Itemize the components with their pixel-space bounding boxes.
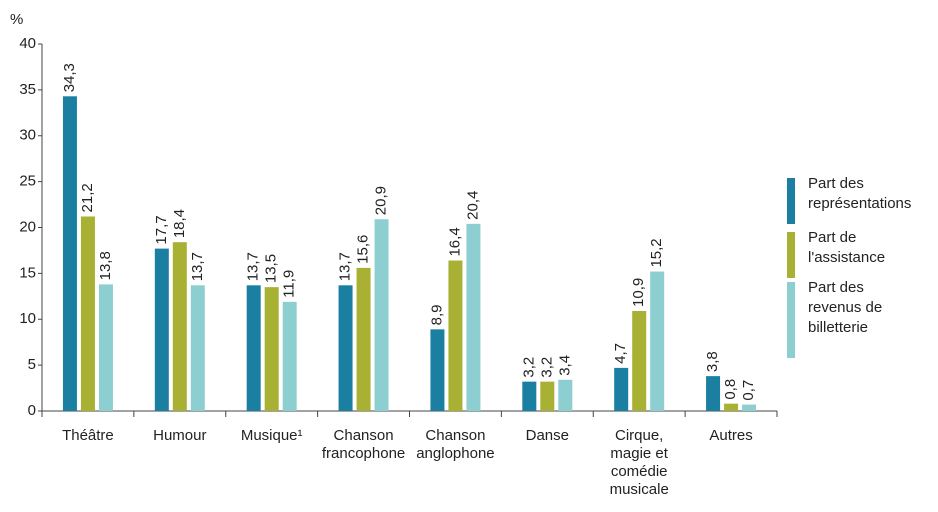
- value-label: 11,9: [281, 270, 298, 298]
- bar: [98, 284, 113, 411]
- bar: [430, 329, 445, 411]
- x-tick-label: Chanson francophone: [321, 427, 406, 462]
- legend-swatch: [787, 232, 795, 278]
- legend-swatch: [787, 282, 795, 358]
- value-label: 13,5: [263, 254, 280, 283]
- bar: [62, 96, 77, 412]
- bar: [650, 271, 665, 411]
- value-label: 13,7: [189, 252, 206, 281]
- y-tick-label: 30: [19, 127, 36, 144]
- bar: [742, 404, 757, 411]
- legend-label: Part des revenus de billetterie: [808, 279, 883, 336]
- value-label: 16,4: [446, 227, 463, 256]
- value-label: 18,4: [171, 209, 188, 238]
- value-label: 20,4: [464, 191, 481, 220]
- bar: [356, 267, 371, 411]
- y-tick-label: 35: [19, 81, 36, 98]
- bar: [706, 376, 721, 411]
- value-label: 0,8: [722, 379, 739, 400]
- bar: [154, 248, 169, 411]
- y-tick-label: 0: [28, 402, 36, 419]
- value-label: 3,2: [538, 357, 555, 378]
- value-label: 34,3: [61, 63, 78, 92]
- x-tick-label: Autres: [709, 427, 753, 444]
- bar: [466, 223, 481, 411]
- legend-swatch: [787, 178, 795, 224]
- y-axis-label: %: [10, 11, 23, 28]
- x-tick-label: Cirque, magie et comédie musicale: [609, 427, 669, 498]
- value-label: 20,9: [373, 186, 390, 215]
- x-tick-label: Humour: [153, 427, 207, 444]
- value-label: 3,8: [704, 351, 721, 372]
- x-tick-label: Théâtre: [62, 427, 114, 444]
- x-tick-label: Musique¹: [240, 427, 303, 444]
- y-tick-label: 40: [19, 35, 36, 52]
- y-tick-label: 25: [19, 173, 36, 190]
- value-label: 13,7: [245, 252, 262, 281]
- legend-label: Part des représentations: [808, 175, 912, 212]
- value-label: 3,4: [556, 355, 573, 376]
- bar: [80, 216, 95, 411]
- bar: [540, 381, 555, 411]
- bar: [246, 285, 261, 411]
- y-tick-label: 10: [19, 310, 36, 327]
- value-label: 15,6: [355, 235, 372, 264]
- value-label: 3,2: [520, 357, 537, 378]
- value-label: 10,9: [630, 278, 647, 307]
- bar: [282, 301, 297, 411]
- legend-label: Part de l'assistance: [808, 229, 886, 266]
- bar: [172, 242, 187, 411]
- bar: [614, 367, 629, 411]
- y-tick-label: 5: [28, 356, 36, 373]
- x-tick-label: Chanson anglophone: [416, 427, 495, 462]
- bar: [264, 287, 279, 411]
- y-tick-label: 15: [19, 264, 36, 281]
- bar: [522, 381, 537, 411]
- bar: [190, 285, 205, 411]
- bar: [448, 260, 463, 411]
- value-label: 17,7: [153, 215, 170, 244]
- bar: [724, 403, 739, 411]
- value-label: 15,2: [648, 238, 665, 267]
- bar: [558, 379, 573, 411]
- value-label: 8,9: [428, 304, 445, 325]
- value-label: 13,8: [97, 251, 114, 280]
- bar: [374, 219, 389, 411]
- x-tick-label: Danse: [525, 427, 569, 444]
- value-label: 4,7: [612, 343, 629, 364]
- value-label: 0,7: [740, 380, 757, 401]
- y-tick-label: 20: [19, 218, 36, 235]
- bar: [632, 310, 647, 411]
- value-label: 21,2: [79, 183, 96, 212]
- bar: [338, 285, 353, 411]
- value-label: 13,7: [337, 252, 354, 281]
